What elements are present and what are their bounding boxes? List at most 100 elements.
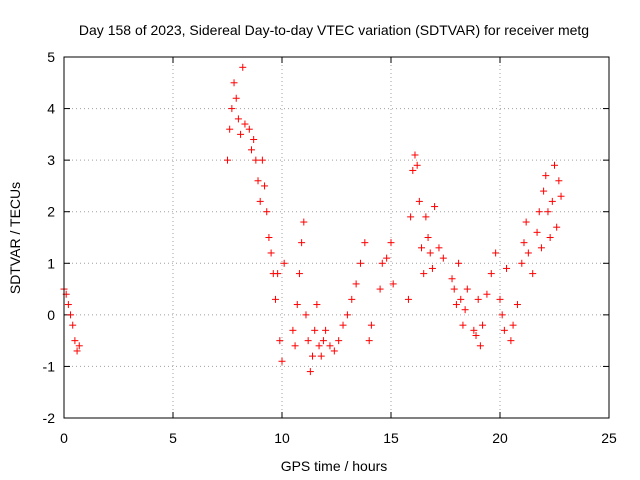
y-tick-label: 2 (47, 204, 55, 220)
data-point (258, 156, 266, 164)
data-point (234, 115, 242, 123)
data-point (252, 156, 260, 164)
data-point (228, 105, 236, 113)
x-tick-label: 25 (601, 430, 617, 446)
data-point (67, 311, 75, 319)
x-tick-label: 0 (60, 430, 68, 446)
data-point (409, 166, 417, 174)
data-point (361, 239, 369, 247)
data-point (356, 259, 364, 267)
data-point (311, 326, 319, 334)
data-point (492, 249, 500, 257)
y-tick-label: 1 (47, 255, 55, 271)
data-point (420, 270, 428, 278)
data-point (472, 331, 480, 339)
data-point (274, 270, 282, 278)
data-point (315, 342, 323, 350)
x-tick-label: 10 (274, 430, 290, 446)
data-point (463, 285, 471, 293)
data-point (483, 290, 491, 298)
data-point (509, 321, 517, 329)
data-point (498, 311, 506, 319)
data-point (428, 264, 436, 272)
data-point (343, 311, 351, 319)
data-point (557, 192, 565, 200)
data-point (457, 295, 465, 303)
data-point (237, 130, 245, 138)
plot-frame (63, 56, 610, 419)
data-point (276, 337, 284, 345)
x-tick-label: 20 (492, 430, 508, 446)
data-point (461, 306, 469, 314)
data-point (263, 208, 271, 216)
data-point (69, 321, 77, 329)
data-point (348, 295, 356, 303)
data-point (518, 259, 526, 267)
data-point (317, 352, 325, 360)
x-tick-label: 5 (169, 430, 177, 446)
data-point (339, 321, 347, 329)
data-point (503, 264, 511, 272)
data-point (535, 208, 543, 216)
chart-title: Day 158 of 2023, Sidereal Day-to-day VTE… (79, 22, 589, 38)
data-point (513, 301, 521, 309)
data-point (553, 223, 561, 231)
data-point (496, 295, 504, 303)
grid (64, 57, 609, 418)
data-point (302, 311, 310, 319)
data-point (326, 342, 334, 350)
data-point (407, 213, 415, 221)
y-tick-label: 5 (47, 49, 55, 65)
data-point (230, 79, 238, 87)
data-point (555, 177, 563, 185)
data-points (60, 63, 565, 376)
data-point (487, 270, 495, 278)
data-point (352, 280, 360, 288)
data-point (435, 244, 443, 252)
data-point (546, 234, 554, 241)
data-point (271, 295, 279, 303)
data-point (306, 368, 314, 376)
data-point (309, 352, 317, 360)
data-point (474, 295, 482, 303)
x-tick-label: 15 (383, 430, 399, 446)
data-point (450, 285, 458, 293)
data-point (224, 156, 231, 164)
y-tick-label: -2 (43, 410, 56, 426)
data-point (232, 94, 240, 102)
data-point (522, 218, 530, 226)
y-tick-label: 0 (47, 307, 55, 323)
data-point (470, 326, 478, 334)
data-point (418, 244, 426, 252)
data-point (289, 326, 297, 334)
data-point (64, 301, 72, 309)
x-axis-label: GPS time / hours (281, 458, 388, 474)
data-point (383, 254, 391, 262)
data-point (404, 295, 412, 303)
data-point (365, 337, 373, 345)
data-point (387, 239, 395, 247)
data-point (304, 337, 312, 345)
data-point (422, 213, 430, 221)
data-point (431, 203, 439, 211)
data-point (335, 337, 343, 345)
data-point (459, 321, 467, 329)
data-point (254, 177, 262, 185)
data-point (500, 326, 508, 334)
data-point (71, 337, 79, 345)
data-point (551, 161, 558, 169)
data-point (75, 342, 83, 350)
data-point (507, 337, 515, 345)
data-point (295, 270, 303, 278)
data-point (298, 239, 306, 247)
data-point (439, 254, 447, 262)
data-point (479, 321, 487, 329)
y-axis-label: SDTVAR / TECUs (7, 182, 23, 294)
data-point (280, 259, 288, 267)
data-point (542, 172, 550, 180)
data-point (367, 321, 375, 329)
data-point (544, 208, 552, 216)
data-point (261, 182, 269, 190)
data-point (239, 63, 247, 71)
